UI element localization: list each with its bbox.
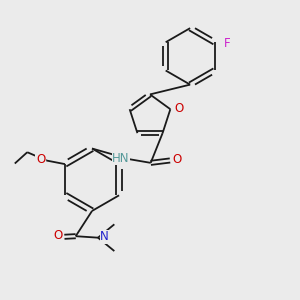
Text: F: F [224,37,230,50]
Text: O: O [54,229,63,242]
Text: HN: HN [112,152,130,165]
Text: N: N [100,230,109,243]
Text: O: O [36,153,45,166]
Text: O: O [172,153,181,166]
Text: O: O [174,102,183,115]
